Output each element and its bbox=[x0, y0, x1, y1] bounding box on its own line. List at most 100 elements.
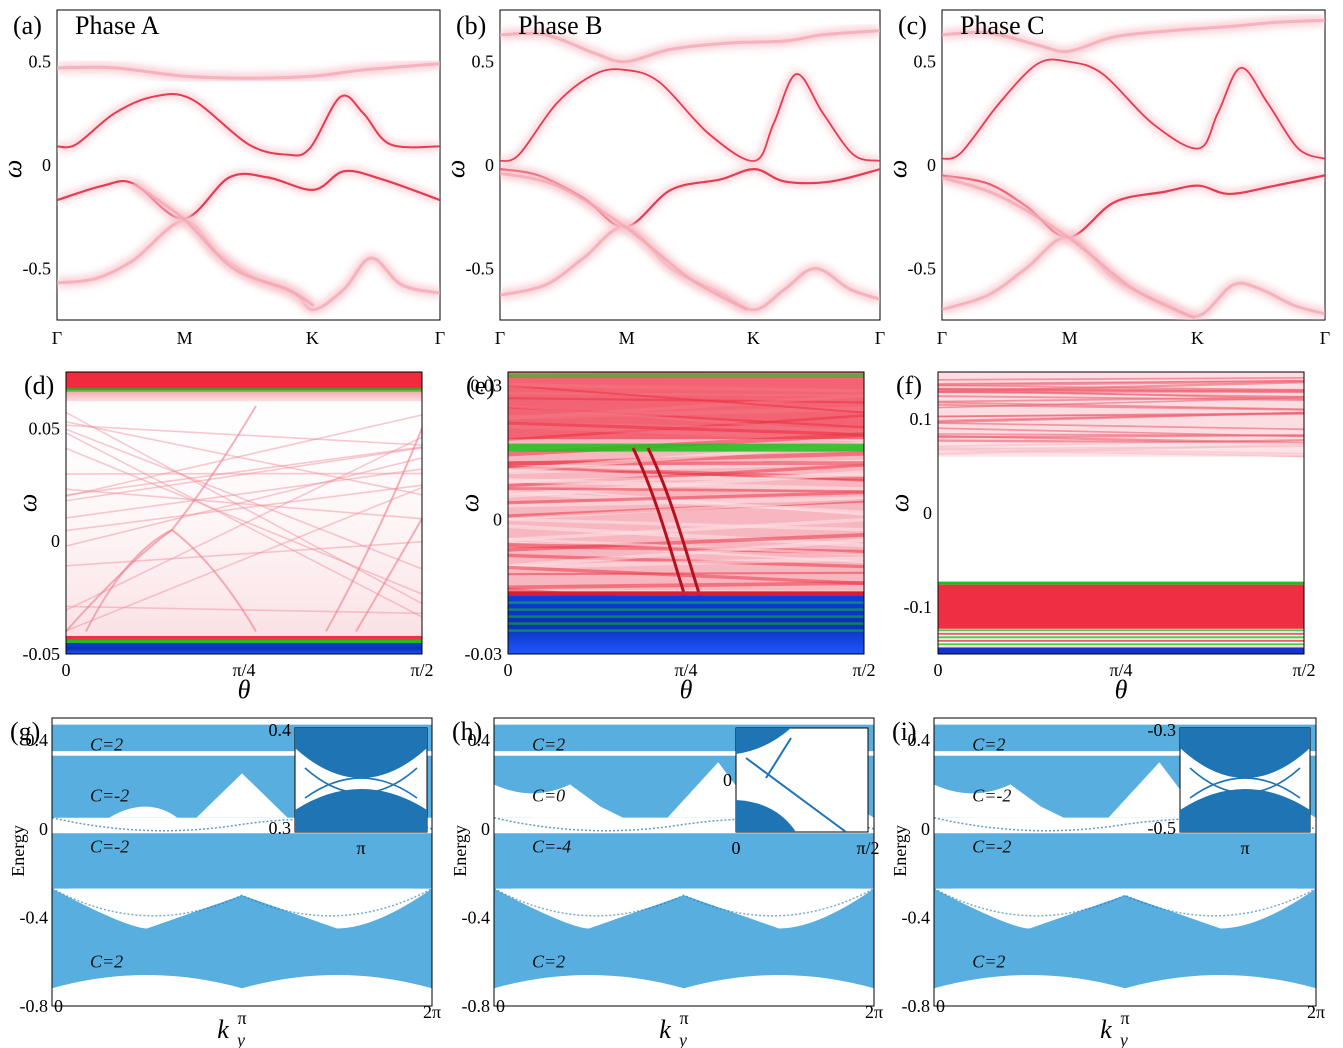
panel-label: (a) bbox=[13, 11, 42, 40]
edge-mode-arc bbox=[325, 428, 422, 632]
y-tick-label: 0.5 bbox=[914, 52, 937, 72]
chern-label: C=-2 bbox=[90, 786, 129, 806]
chern-label: C=0 bbox=[532, 786, 565, 806]
x-tick-label: π/4 bbox=[1109, 660, 1132, 680]
heatmap-fade bbox=[66, 372, 422, 654]
x-axis-label: k bbox=[1100, 1015, 1112, 1044]
edge-state bbox=[52, 887, 432, 917]
inset-band bbox=[1180, 789, 1310, 832]
edge-mode-arc bbox=[85, 405, 257, 632]
band-line bbox=[500, 68, 880, 162]
gap bbox=[972, 784, 1049, 818]
band-trace bbox=[508, 581, 864, 590]
x-tick-label: π bbox=[679, 1008, 688, 1028]
panel-label: (e) bbox=[466, 371, 495, 400]
spectral-panel-f: (f)0.10-0.1ω0 π/4 π/2θ bbox=[885, 371, 1316, 704]
band-trace bbox=[66, 447, 422, 595]
edge-spectrum-panel-i: -0.3 -0.5 π C=2 C=-2 C=-2 C=2 (i)0.4 0 -0.4 -0.8 En… bbox=[890, 717, 1325, 1048]
y-tick-label: -0.8 bbox=[902, 996, 931, 1016]
y-tick-label: 0 bbox=[923, 503, 932, 523]
band-trace bbox=[508, 470, 864, 498]
band-trace bbox=[66, 424, 422, 446]
inset-x-tick: π/2 bbox=[856, 838, 879, 858]
y-tick-label: 0.5 bbox=[29, 52, 52, 72]
inset-edge bbox=[1189, 777, 1301, 799]
band-trace bbox=[508, 556, 864, 570]
x-tick-label: Γ bbox=[937, 328, 947, 348]
panel-frame bbox=[933, 717, 1317, 1007]
x-tick-label: π bbox=[1120, 1008, 1129, 1028]
gap bbox=[1040, 762, 1202, 829]
y-tick-label: -0.1 bbox=[904, 597, 933, 617]
band-line bbox=[500, 171, 748, 311]
bottom-red-line bbox=[66, 635, 422, 640]
band-line bbox=[57, 92, 440, 157]
green-line bbox=[508, 374, 864, 378]
gap bbox=[532, 784, 608, 818]
bottom-red-line bbox=[508, 591, 864, 596]
x-tick-label: 0 bbox=[504, 660, 513, 680]
y-tick-label: -0.4 bbox=[902, 907, 931, 927]
band-trace bbox=[66, 447, 422, 502]
y-tick-label: 0 bbox=[927, 155, 936, 175]
chern-label: C=2 bbox=[90, 952, 123, 972]
gap-strip bbox=[52, 751, 432, 756]
x-axis-label: k bbox=[217, 1015, 229, 1044]
band-trace bbox=[66, 411, 422, 605]
x-axis-subscript: y bbox=[677, 1030, 687, 1048]
band-trace bbox=[508, 524, 864, 548]
x-tick-label: 0 bbox=[936, 996, 945, 1016]
band-trace bbox=[938, 413, 1304, 418]
y-tick-label: 0.4 bbox=[468, 730, 491, 750]
bulk-band bbox=[934, 833, 1316, 889]
inset-edge bbox=[304, 767, 418, 794]
band-trace bbox=[938, 381, 1304, 393]
x-tick-label: K bbox=[1191, 328, 1204, 348]
gap bbox=[196, 773, 288, 818]
band-line bbox=[942, 175, 1196, 320]
gap bbox=[71, 888, 413, 927]
y-tick-label: 0 bbox=[485, 155, 494, 175]
panel-frame bbox=[65, 371, 423, 655]
bulk-band bbox=[934, 888, 1316, 989]
inset: 0.4 0.3 π bbox=[269, 720, 428, 858]
inset-x-tick: π bbox=[1240, 838, 1249, 858]
x-tick-label: π/4 bbox=[232, 660, 255, 680]
y-tick-label: 0.4 bbox=[908, 730, 931, 750]
band-line bbox=[942, 58, 1325, 160]
band-line bbox=[57, 169, 440, 220]
inset-y-tick: -0.5 bbox=[1148, 818, 1177, 838]
panel-label: (d) bbox=[24, 371, 54, 400]
y-tick-label: 0 bbox=[493, 510, 502, 530]
chern-label: C=2 bbox=[972, 952, 1005, 972]
band-trace bbox=[66, 605, 422, 615]
band-trace bbox=[66, 488, 422, 520]
green-line bbox=[938, 581, 1304, 585]
band-trace bbox=[938, 376, 1304, 381]
gap bbox=[513, 888, 855, 927]
x-tick-label: Γ bbox=[52, 328, 62, 348]
band-trace bbox=[66, 468, 422, 519]
band-trace bbox=[508, 571, 864, 576]
band-line bbox=[500, 29, 880, 64]
chern-label: C=2 bbox=[90, 735, 123, 755]
chern-label: C=2 bbox=[532, 735, 565, 755]
y-tick-label: -0.5 bbox=[466, 258, 495, 278]
panel-label: (g) bbox=[10, 717, 40, 746]
inset-band bbox=[295, 789, 427, 832]
x-axis-label: θ bbox=[680, 675, 693, 704]
panel-frame bbox=[493, 717, 875, 1007]
x-tick-label: Γ bbox=[875, 328, 885, 348]
inset: -0.3 -0.5 π bbox=[1148, 720, 1311, 858]
panel-title: Phase B bbox=[518, 11, 603, 40]
band-trace bbox=[66, 457, 422, 547]
band-trace bbox=[508, 490, 864, 505]
y-tick-label: 0.1 bbox=[910, 409, 933, 429]
x-tick-label: K bbox=[747, 328, 760, 348]
edge-mode-arc bbox=[355, 518, 422, 632]
inset-edge bbox=[304, 777, 418, 799]
x-tick-label: 0 bbox=[54, 996, 63, 1016]
y-tick-label: 0 bbox=[481, 819, 490, 839]
bulk-band bbox=[494, 833, 874, 889]
